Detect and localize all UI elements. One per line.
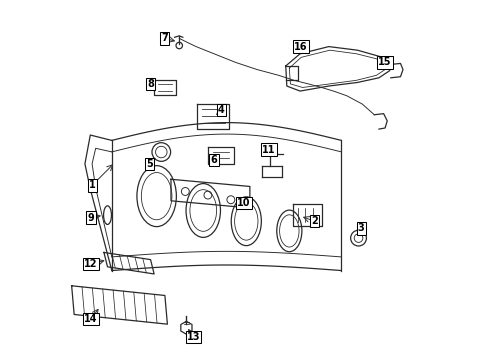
Text: 3: 3 (357, 224, 364, 233)
Text: 11: 11 (262, 144, 275, 154)
Text: 16: 16 (294, 42, 307, 51)
Text: 1: 1 (88, 180, 95, 190)
Text: 13: 13 (186, 332, 200, 342)
Text: 10: 10 (237, 198, 250, 208)
Text: 5: 5 (146, 159, 153, 169)
Text: 7: 7 (161, 33, 168, 43)
Text: 14: 14 (84, 314, 98, 324)
Text: 8: 8 (147, 79, 154, 89)
Text: 15: 15 (378, 57, 391, 67)
Text: 9: 9 (87, 213, 94, 222)
Text: 12: 12 (84, 259, 98, 269)
Text: 4: 4 (217, 105, 224, 115)
Text: 2: 2 (310, 216, 317, 226)
Text: 6: 6 (210, 155, 217, 165)
